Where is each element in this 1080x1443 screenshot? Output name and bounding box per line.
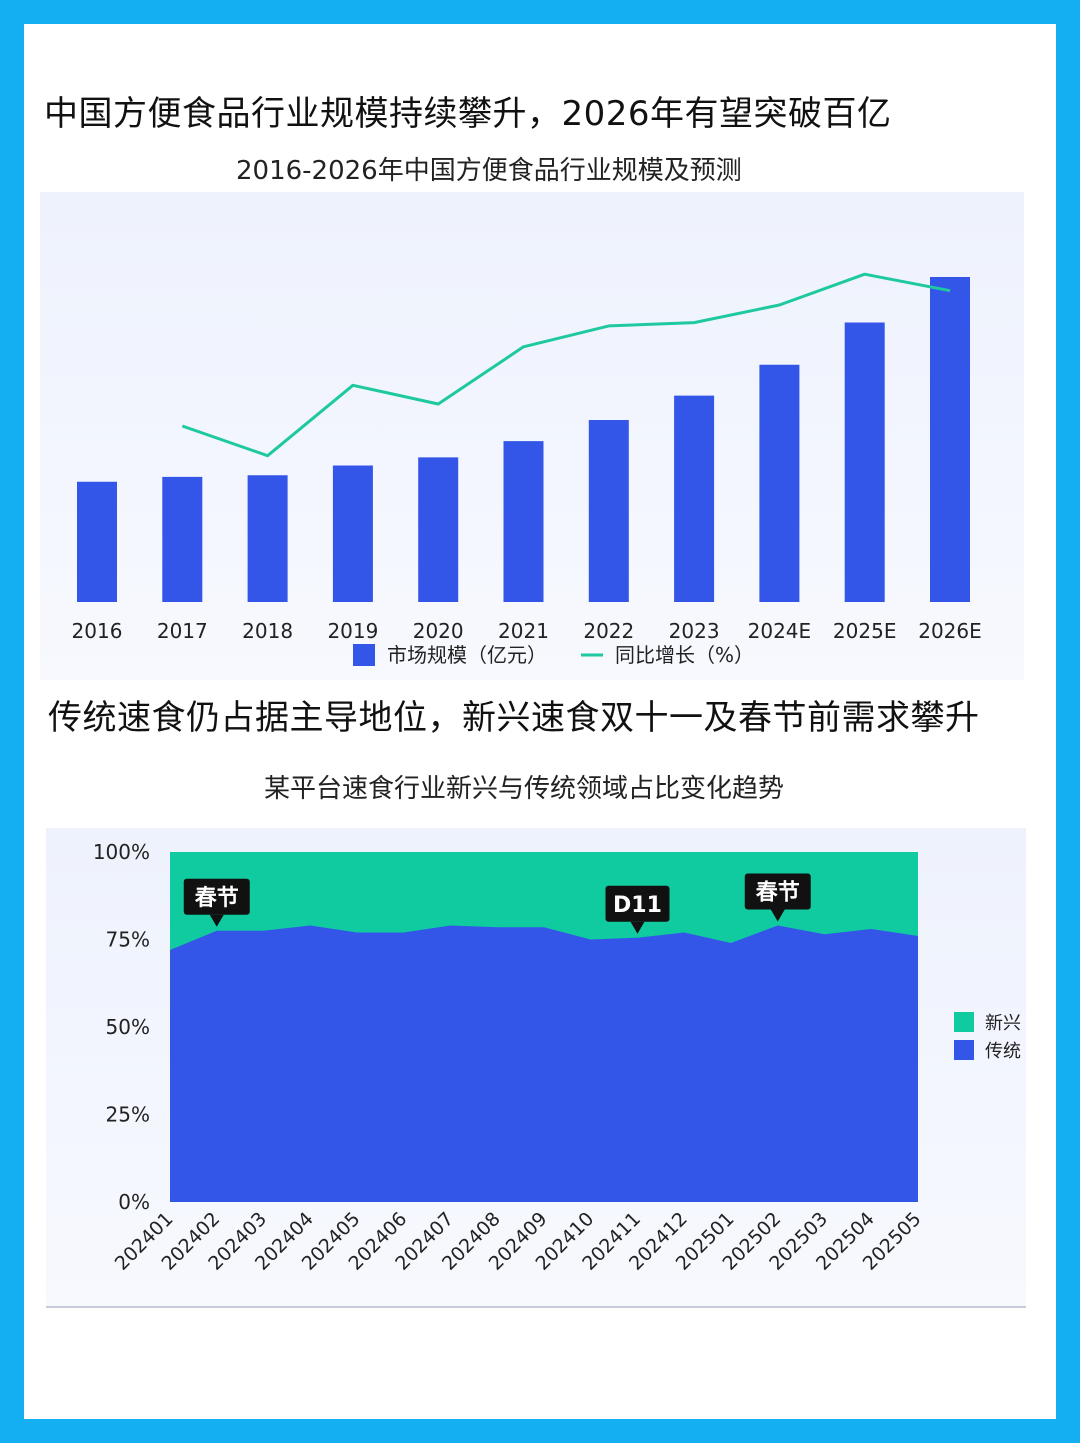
headline-market-size: 中国方便食品行业规模持续攀升，2026年有望突破百亿 bbox=[44, 94, 892, 134]
x-tick-label: 2021 bbox=[498, 619, 549, 643]
legend-label: 新兴 bbox=[985, 1013, 1021, 1034]
bar-2017 bbox=[162, 476, 203, 602]
y-tick-label: 100% bbox=[93, 840, 150, 864]
x-tick-label: 2025E bbox=[833, 619, 897, 643]
bar-2016 bbox=[77, 481, 117, 602]
x-tick-label: 2019 bbox=[327, 619, 378, 643]
legend-label-growth: 同比增长（%） bbox=[615, 643, 754, 667]
callout-box bbox=[605, 885, 670, 922]
callout-春节: 春节 bbox=[183, 878, 250, 927]
y-tick-label: 25% bbox=[106, 1103, 150, 1127]
bar-2025E bbox=[844, 322, 885, 602]
x-tick-label: 2026E bbox=[918, 619, 982, 643]
callout-pointer bbox=[209, 914, 224, 927]
bar-2026E bbox=[930, 277, 970, 602]
x-tick-label: 2016 bbox=[72, 619, 123, 643]
callout-label: 春节 bbox=[756, 881, 800, 906]
legend-swatch-traditional bbox=[954, 1040, 974, 1060]
chart1-title: 2016-2026年中国方便食品行业规模及预测 bbox=[236, 156, 742, 186]
bar-2022 bbox=[588, 420, 629, 602]
legend-swatch-market-size bbox=[353, 644, 375, 666]
callout-label: 春节 bbox=[195, 886, 239, 911]
bar-2018 bbox=[247, 475, 288, 602]
callout-box bbox=[183, 878, 250, 915]
callout-D11: D11 bbox=[605, 885, 670, 934]
y-tick-label: 50% bbox=[106, 1015, 150, 1039]
callout-pointer bbox=[630, 921, 645, 934]
legend-label-market-size: 市场规模（亿元） bbox=[387, 643, 547, 667]
market-size-combo-chart: 2016 2017 2018 2019 2020 2021 2022 2023 2024E 202… bbox=[40, 192, 1024, 680]
legend-label: 传统 bbox=[985, 1041, 1021, 1062]
x-tick-label: 2017 bbox=[157, 619, 208, 643]
chart2-title: 某平台速食行业新兴与传统领域占比变化趋势 bbox=[264, 774, 785, 804]
growth-rate-line bbox=[181, 272, 951, 458]
bar-2021 bbox=[503, 441, 544, 602]
headline-share-trend: 传统速食仍占据主导地位，新兴速食双十一及春节前需求攀升 bbox=[48, 698, 980, 738]
x-tick-label: 2024E bbox=[748, 619, 812, 643]
x-tick-label: 2022 bbox=[583, 619, 634, 643]
bar-2024E bbox=[759, 364, 800, 602]
legend-swatch-emerging bbox=[954, 1012, 974, 1032]
callout-box bbox=[744, 873, 811, 910]
share-trend-area-chart: 0%25%50%75%100% 202401202402202403202404… bbox=[46, 828, 1026, 1308]
callout-春节: 春节 bbox=[744, 873, 811, 922]
area-traditional bbox=[170, 925, 918, 1202]
x-tick-label: 2020 bbox=[413, 619, 464, 643]
x-tick-label: 2023 bbox=[669, 619, 720, 643]
bar-2023 bbox=[674, 395, 715, 602]
bar-2019 bbox=[332, 465, 373, 602]
y-tick-label: 0% bbox=[118, 1190, 150, 1214]
callout-label: D11 bbox=[613, 893, 662, 918]
infographic-card: 中国方便食品行业规模持续攀升，2026年有望突破百亿 2016-2026年中国方… bbox=[24, 24, 1056, 1419]
bar-2020 bbox=[418, 457, 459, 602]
callout-pointer bbox=[770, 909, 785, 922]
y-tick-label: 75% bbox=[106, 928, 150, 952]
x-tick-label: 2018 bbox=[242, 619, 293, 643]
